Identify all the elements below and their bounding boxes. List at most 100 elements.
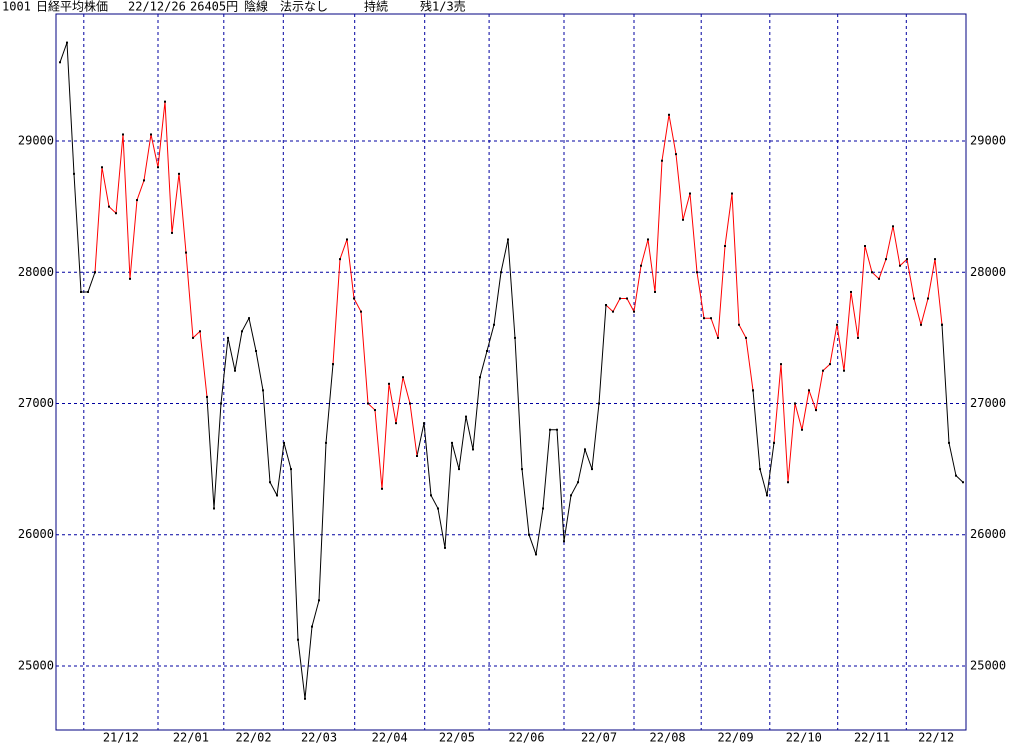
point-marker xyxy=(794,402,796,405)
point-marker xyxy=(850,290,852,293)
point-marker xyxy=(801,428,803,431)
x-tick-label: 22/05 xyxy=(439,731,475,745)
point-marker xyxy=(444,546,446,549)
point-marker xyxy=(437,507,439,510)
point-marker xyxy=(577,481,579,484)
header-code: 1001 xyxy=(2,0,31,14)
point-marker xyxy=(647,238,649,241)
point-marker xyxy=(388,382,390,385)
point-marker xyxy=(948,441,950,444)
x-tick-label: 22/11 xyxy=(854,731,890,745)
point-marker xyxy=(773,441,775,444)
y-tick-label-right: 29000 xyxy=(970,134,1006,148)
header-name: 日経平均株価 xyxy=(36,0,108,14)
x-tick-label: 22/01 xyxy=(173,731,209,745)
y-tick-label-right: 28000 xyxy=(970,265,1006,279)
point-marker xyxy=(94,271,96,274)
point-marker xyxy=(66,41,68,44)
point-marker xyxy=(318,599,320,602)
point-marker xyxy=(500,271,502,274)
header-candle: 陰線 xyxy=(244,0,268,14)
point-marker xyxy=(171,231,173,234)
point-marker xyxy=(367,402,369,405)
point-marker xyxy=(241,330,243,333)
y-tick-label: 25000 xyxy=(18,658,54,672)
line-segment xyxy=(206,316,334,699)
point-marker xyxy=(605,304,607,307)
point-marker xyxy=(472,448,474,451)
point-marker xyxy=(955,474,957,477)
y-tick-label: 27000 xyxy=(18,396,54,410)
point-marker xyxy=(234,369,236,372)
point-marker xyxy=(857,336,859,339)
point-marker xyxy=(465,415,467,418)
point-marker xyxy=(157,166,159,169)
point-marker xyxy=(535,553,537,556)
point-marker xyxy=(717,336,719,339)
point-marker xyxy=(220,402,222,405)
point-marker xyxy=(381,487,383,490)
header-date: 22/12/26 xyxy=(128,0,186,14)
point-marker xyxy=(59,61,61,64)
point-marker xyxy=(640,264,642,267)
point-marker xyxy=(668,113,670,116)
point-marker xyxy=(780,363,782,366)
point-marker xyxy=(528,533,530,536)
point-marker xyxy=(871,271,873,274)
point-marker xyxy=(304,697,306,700)
point-marker xyxy=(766,494,768,497)
x-tick-label: 22/04 xyxy=(372,731,408,745)
point-marker xyxy=(402,376,404,379)
point-marker xyxy=(283,441,285,444)
point-marker xyxy=(143,179,145,182)
point-marker xyxy=(87,290,89,293)
line-segment xyxy=(941,324,964,483)
header-instruction: 法示なし xyxy=(280,0,328,14)
point-marker xyxy=(486,350,488,353)
x-tick-label: 22/03 xyxy=(301,731,337,745)
point-marker xyxy=(962,481,964,484)
point-marker xyxy=(696,271,698,274)
point-marker xyxy=(703,317,705,320)
point-marker xyxy=(752,389,754,392)
point-marker xyxy=(710,317,712,320)
point-marker xyxy=(759,468,761,471)
point-marker xyxy=(115,212,117,215)
line-segment xyxy=(94,101,208,397)
point-marker xyxy=(227,336,229,339)
point-marker xyxy=(822,369,824,372)
point-marker xyxy=(122,133,124,136)
point-marker xyxy=(108,205,110,208)
line-segment xyxy=(773,226,943,483)
header-status: 持続 xyxy=(364,0,388,14)
point-marker xyxy=(346,238,348,241)
point-marker xyxy=(885,258,887,261)
point-marker xyxy=(416,454,418,457)
x-tick-label: 21/12 xyxy=(103,731,139,745)
point-marker xyxy=(913,297,915,300)
point-marker xyxy=(598,402,600,405)
point-marker xyxy=(563,540,565,543)
point-marker xyxy=(934,258,936,261)
line-segment xyxy=(605,114,754,391)
point-marker xyxy=(80,290,82,293)
x-tick-label: 22/09 xyxy=(717,731,753,745)
point-marker xyxy=(290,468,292,471)
point-marker xyxy=(941,323,943,326)
point-marker xyxy=(633,310,635,313)
point-marker xyxy=(878,277,880,280)
point-marker xyxy=(262,389,264,392)
point-marker xyxy=(829,363,831,366)
line-segment xyxy=(416,239,607,555)
point-marker xyxy=(213,507,215,510)
x-tick-label: 22/08 xyxy=(650,731,686,745)
point-marker xyxy=(101,166,103,169)
point-marker xyxy=(297,638,299,641)
point-marker xyxy=(192,336,194,339)
point-marker xyxy=(493,323,495,326)
point-marker xyxy=(927,297,929,300)
point-marker xyxy=(136,199,138,202)
point-marker xyxy=(815,409,817,412)
point-marker xyxy=(178,172,180,175)
